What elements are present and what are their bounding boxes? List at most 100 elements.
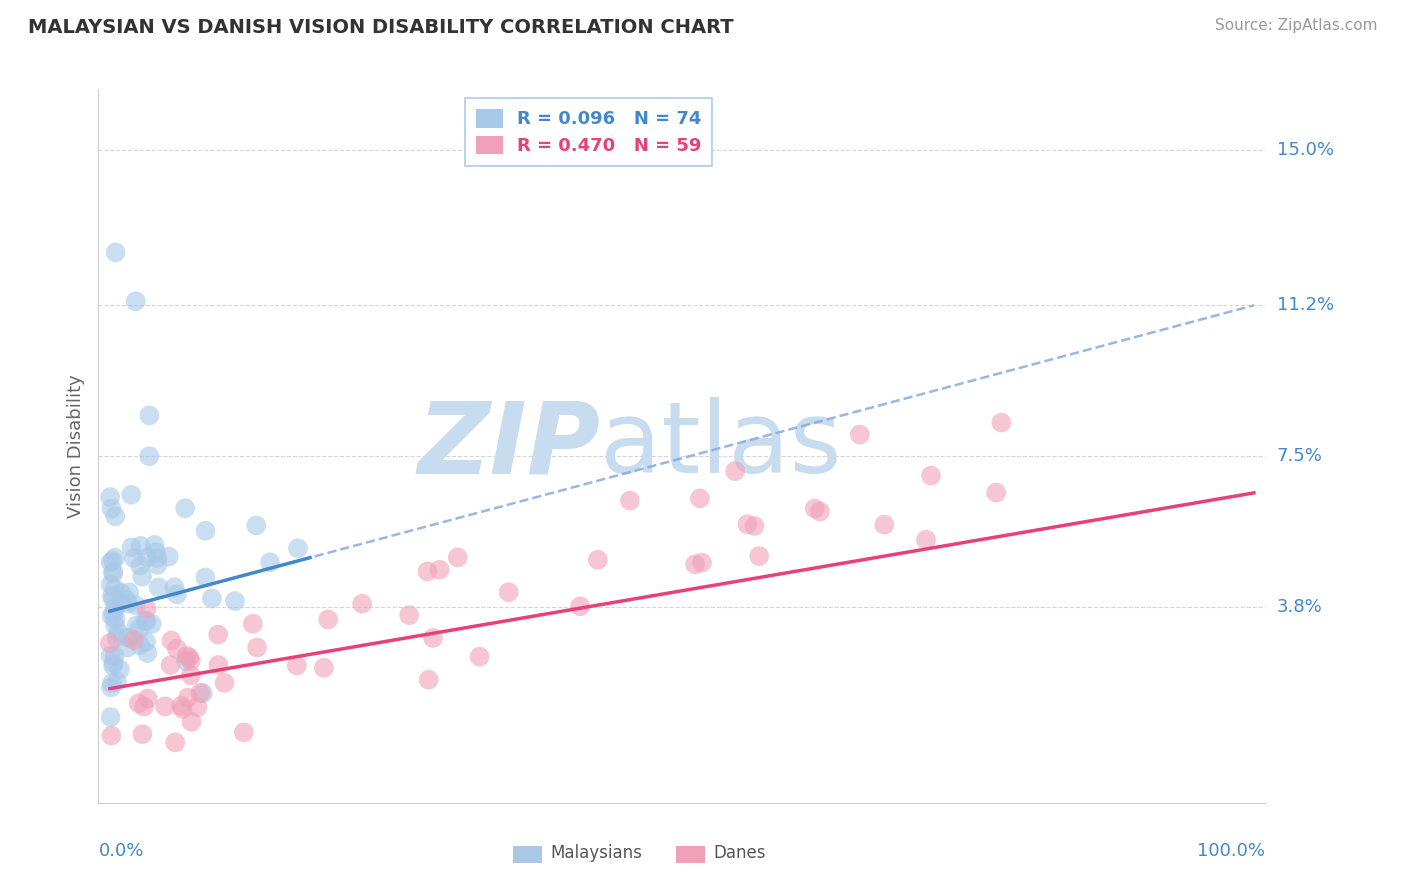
Point <box>98 636 121 650</box>
Text: atlas: atlas <box>600 398 842 494</box>
Point <box>100 648 122 663</box>
Point <box>117 640 139 655</box>
Y-axis label: Vision Disability: Vision Disability <box>66 374 84 518</box>
Point <box>128 622 150 636</box>
Text: 7.5%: 7.5% <box>1277 447 1323 466</box>
Point <box>125 599 148 613</box>
Point <box>118 631 141 645</box>
Point <box>920 468 942 483</box>
Point <box>163 580 186 594</box>
Point <box>804 501 827 516</box>
Point <box>316 612 339 626</box>
Point <box>689 491 711 506</box>
Point <box>100 681 122 695</box>
Point <box>131 727 153 741</box>
Point <box>498 585 520 599</box>
Point <box>416 565 439 579</box>
Point <box>110 596 132 610</box>
Point <box>429 563 451 577</box>
Point <box>690 556 713 570</box>
Point <box>190 686 212 700</box>
Point <box>174 501 197 516</box>
Point <box>121 541 143 555</box>
Point <box>194 524 217 538</box>
Text: 11.2%: 11.2% <box>1277 296 1334 314</box>
Point <box>136 550 159 565</box>
Point <box>110 586 132 600</box>
Point <box>166 587 188 601</box>
Point <box>176 648 198 663</box>
Point <box>143 538 166 552</box>
Point <box>101 658 124 673</box>
Point <box>285 658 308 673</box>
Point <box>132 699 155 714</box>
Text: 15.0%: 15.0% <box>1277 141 1333 160</box>
Text: 0.0%: 0.0% <box>98 842 143 860</box>
Text: Danes: Danes <box>713 844 766 862</box>
Point <box>129 638 152 652</box>
Point <box>118 585 141 599</box>
Point <box>104 648 127 663</box>
Point <box>214 676 236 690</box>
Point <box>352 597 374 611</box>
Point <box>135 601 157 615</box>
Point <box>101 589 124 603</box>
Point <box>468 649 491 664</box>
Point <box>166 641 188 656</box>
Point <box>101 676 124 690</box>
Point <box>447 550 470 565</box>
Point <box>246 640 269 655</box>
Point <box>180 714 202 729</box>
Point <box>194 570 217 584</box>
Point <box>172 702 194 716</box>
Point <box>117 631 139 645</box>
Point <box>808 504 831 518</box>
Point <box>103 582 125 596</box>
Point <box>984 485 1007 500</box>
Point <box>100 501 122 516</box>
Point <box>160 633 183 648</box>
Point <box>101 565 124 579</box>
Point <box>100 609 122 624</box>
Point <box>207 657 229 672</box>
Point <box>122 633 145 648</box>
Point <box>125 618 148 632</box>
Point <box>129 558 152 573</box>
Point <box>148 580 170 594</box>
Point <box>159 658 181 673</box>
Point <box>201 591 224 606</box>
Point <box>165 735 187 749</box>
Point <box>232 725 254 739</box>
Point <box>177 690 200 705</box>
Point <box>100 729 122 743</box>
Point <box>915 533 938 547</box>
Point <box>138 409 160 423</box>
Point <box>104 509 127 524</box>
Point <box>122 551 145 566</box>
Point <box>180 668 202 682</box>
Point <box>131 569 153 583</box>
Point <box>186 700 208 714</box>
Point <box>191 686 214 700</box>
Point <box>107 625 129 640</box>
Point <box>100 555 122 569</box>
Text: 100.0%: 100.0% <box>1198 842 1265 860</box>
Point <box>101 554 124 568</box>
Point <box>103 606 125 620</box>
Point <box>136 646 159 660</box>
Point <box>100 710 122 724</box>
Point <box>312 661 335 675</box>
Point <box>120 488 142 502</box>
Point <box>398 608 420 623</box>
Point <box>129 539 152 553</box>
Text: Malaysians: Malaysians <box>550 844 643 862</box>
Point <box>108 662 131 676</box>
Point <box>157 549 180 564</box>
Point <box>748 549 770 563</box>
Point <box>849 427 872 442</box>
Point <box>242 616 264 631</box>
Point <box>990 416 1012 430</box>
Text: 3.8%: 3.8% <box>1277 598 1322 616</box>
Point <box>101 591 124 606</box>
FancyBboxPatch shape <box>513 846 541 863</box>
